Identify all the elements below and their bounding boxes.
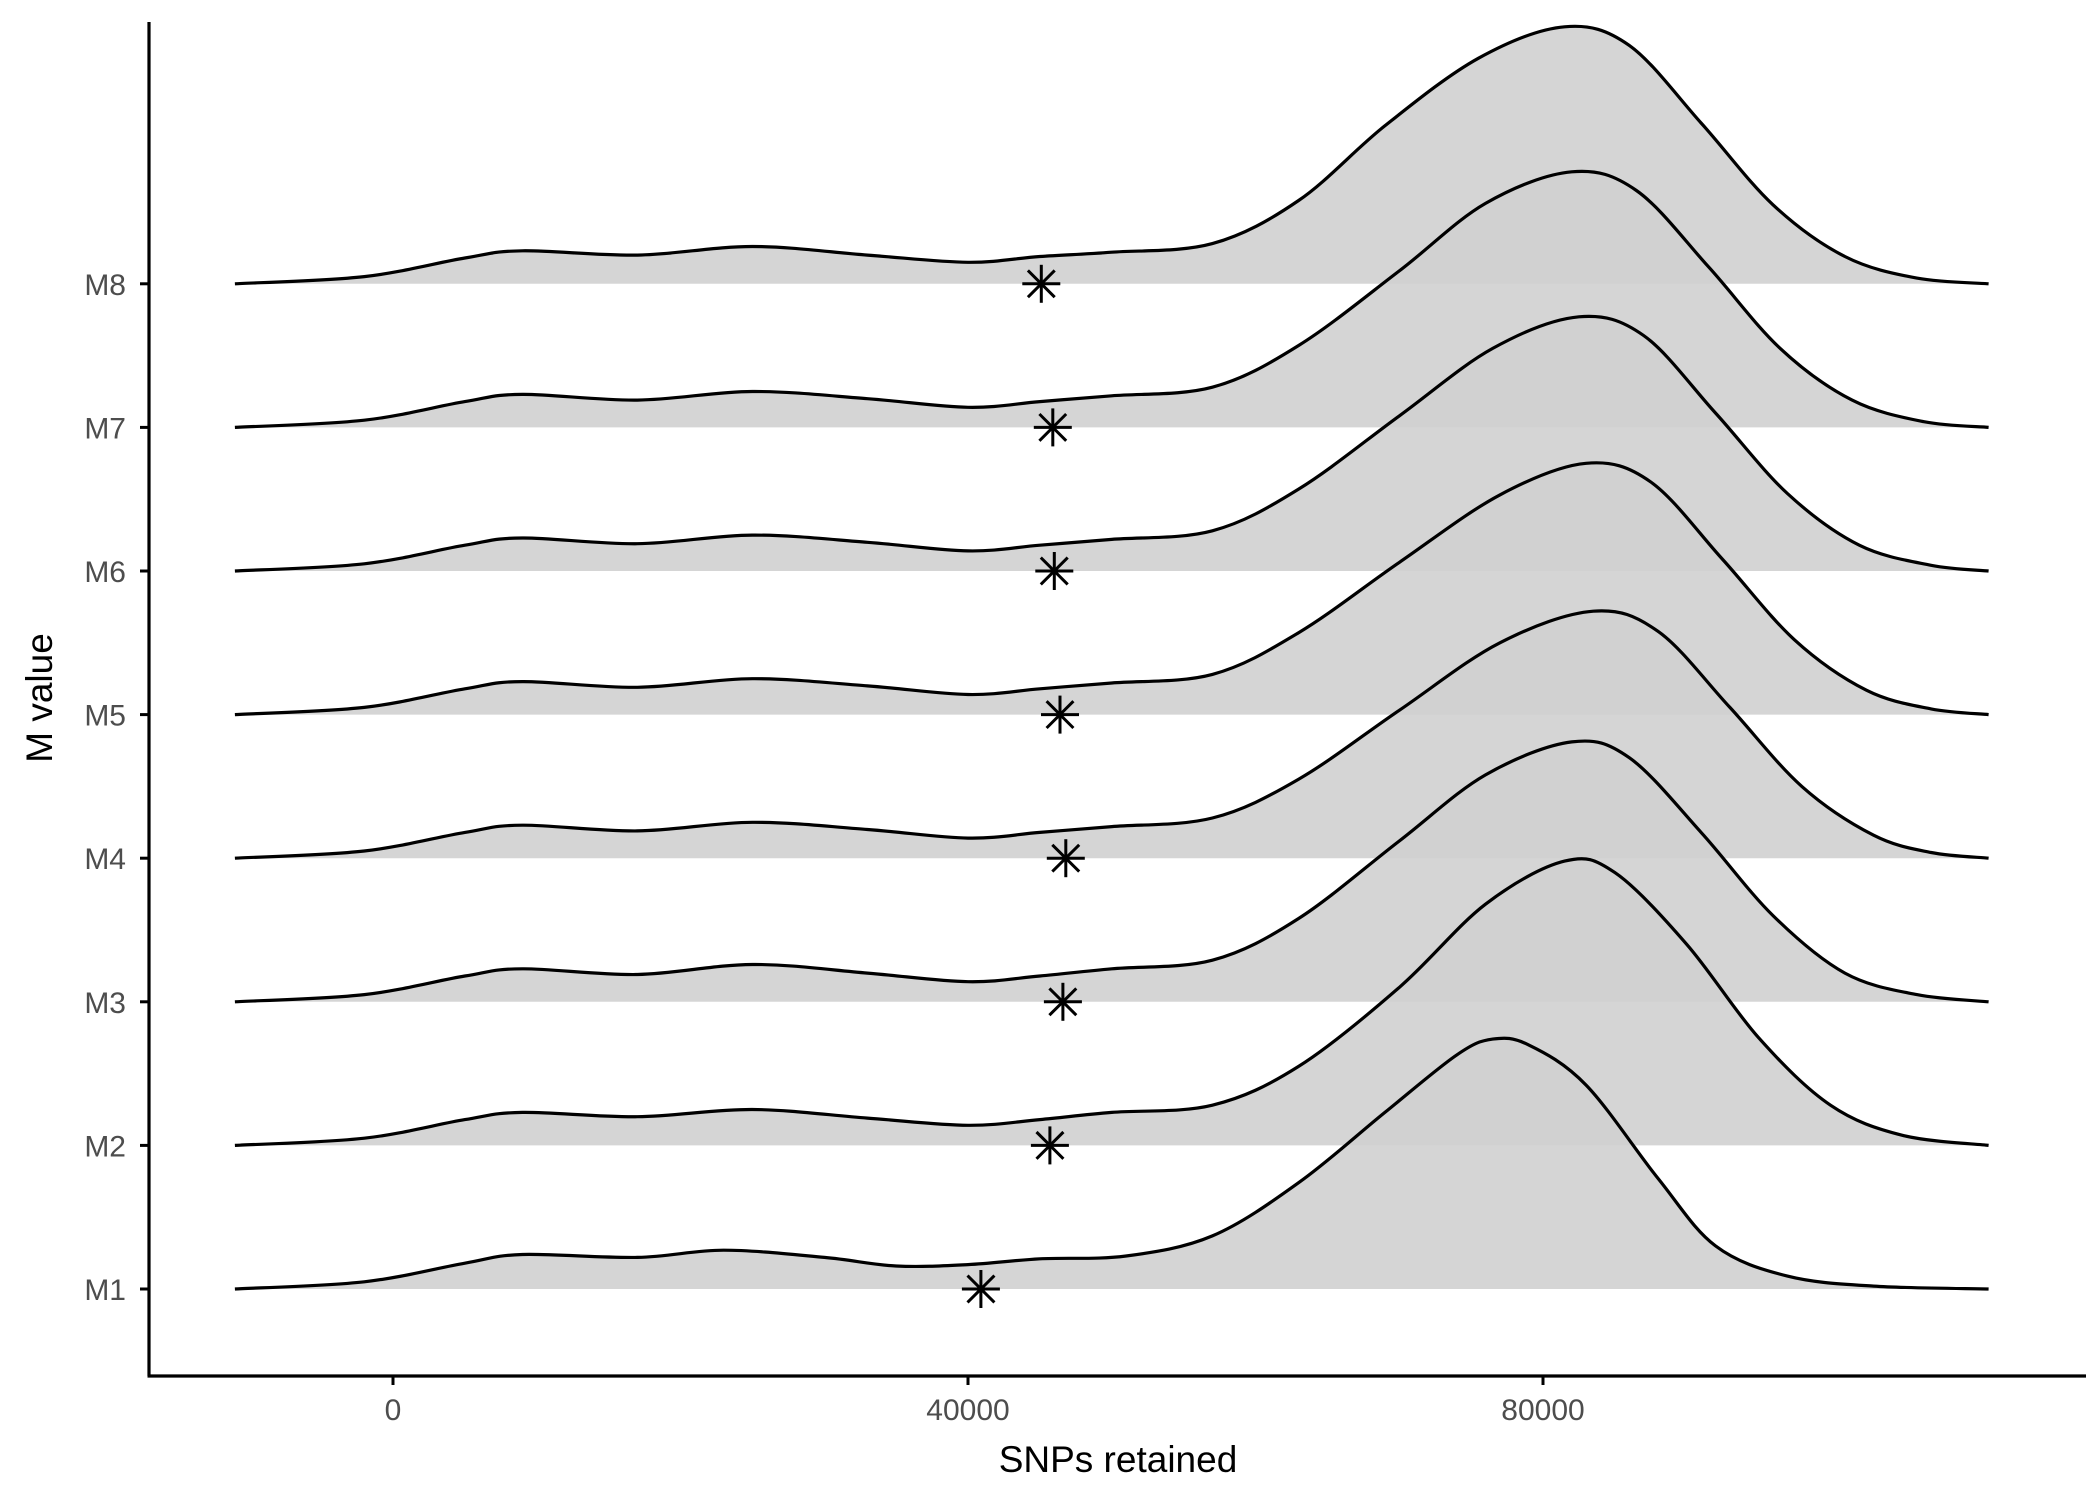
mean-marker-m1 — [961, 1270, 1000, 1308]
ridge-m1 — [234, 1036, 1989, 1291]
ridge-line-m3 — [234, 739, 1989, 1004]
y-tick-label-m1: M1 — [84, 1274, 126, 1307]
y-ticks: M1 M2 M3 M4 M5 M6 M7 M8 — [84, 269, 149, 1307]
y-tick-label-m2: M2 — [84, 1130, 126, 1163]
ridge-line-m7 — [234, 169, 1989, 429]
y-axis-title: M value — [19, 633, 60, 763]
mean-marker-m4 — [1046, 839, 1085, 878]
mean-marker-m6 — [1035, 552, 1074, 590]
y-tick-label-m7: M7 — [84, 412, 126, 445]
x-axis-title: SNPs retained — [999, 1439, 1238, 1480]
ridge-line-m2 — [234, 857, 1989, 1147]
mean-marker-m3 — [1043, 982, 1082, 1021]
axes — [147, 22, 2086, 1378]
y-tick-label-m6: M6 — [84, 556, 126, 589]
ridge-line-m4 — [234, 609, 1989, 860]
ridge-m8 — [234, 24, 1989, 286]
x-tick-label-0: 0 — [385, 1394, 402, 1427]
mean-marker-m2 — [1030, 1126, 1069, 1165]
ridge-line-m8 — [234, 24, 1989, 286]
ridge-fill-m1 — [234, 1038, 1989, 1289]
y-tick-label-m5: M5 — [84, 700, 126, 733]
mean-marker-m7 — [1033, 408, 1072, 447]
mean-marker-m8 — [1022, 264, 1061, 303]
ridges — [234, 24, 1989, 1291]
x-ticks: 0 40000 80000 — [385, 1376, 1585, 1427]
ridge-line-m5 — [234, 461, 1989, 717]
ridge-fill-m8 — [234, 26, 1989, 284]
mean-marker-m5 — [1041, 695, 1079, 734]
x-tick-label-40000: 40000 — [926, 1394, 1009, 1427]
y-tick-label-m3: M3 — [84, 987, 126, 1020]
mean-markers — [961, 264, 1085, 1308]
y-tick-label-m8: M8 — [84, 269, 126, 302]
x-tick-label-80000: 80000 — [1501, 1394, 1584, 1427]
ridge-line-m6 — [234, 314, 1989, 573]
ridge-line-m1 — [234, 1036, 1989, 1291]
y-tick-label-m4: M4 — [84, 843, 126, 876]
